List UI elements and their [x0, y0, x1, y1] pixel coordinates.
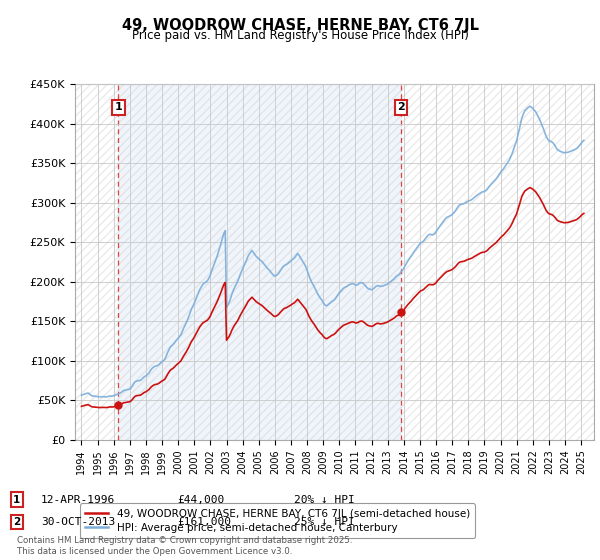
Text: 2: 2	[397, 102, 405, 112]
Text: 20% ↓ HPI: 20% ↓ HPI	[294, 494, 355, 505]
Text: 1: 1	[115, 102, 122, 112]
Text: £161,000: £161,000	[177, 517, 231, 527]
Bar	[118, 84, 401, 440]
Text: 1: 1	[13, 494, 20, 505]
Text: Price paid vs. HM Land Registry's House Price Index (HPI): Price paid vs. HM Land Registry's House …	[131, 29, 469, 42]
Text: 2: 2	[13, 517, 20, 527]
Legend: 49, WOODROW CHASE, HERNE BAY, CT6 7JL (semi-detached house), HPI: Average price,: 49, WOODROW CHASE, HERNE BAY, CT6 7JL (s…	[80, 503, 475, 538]
Text: £44,000: £44,000	[177, 494, 224, 505]
Text: Contains HM Land Registry data © Crown copyright and database right 2025.
This d: Contains HM Land Registry data © Crown c…	[17, 536, 352, 556]
Text: 25% ↓ HPI: 25% ↓ HPI	[294, 517, 355, 527]
Text: 49, WOODROW CHASE, HERNE BAY, CT6 7JL: 49, WOODROW CHASE, HERNE BAY, CT6 7JL	[121, 18, 479, 33]
Text: 12-APR-1996: 12-APR-1996	[41, 494, 115, 505]
Text: 30-OCT-2013: 30-OCT-2013	[41, 517, 115, 527]
